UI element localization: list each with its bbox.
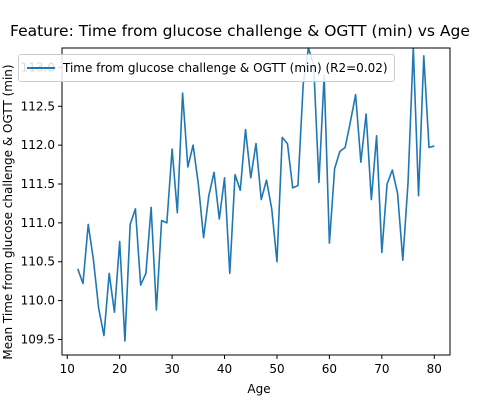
x-tick-label: 50 bbox=[269, 362, 284, 376]
x-axis-label: Age bbox=[247, 382, 271, 396]
legend-entry-label: Time from glucose challenge & OGTT (min)… bbox=[63, 61, 388, 75]
x-tick-label: 10 bbox=[60, 362, 75, 376]
y-axis-label: Mean Time from glucose challenge & OGTT … bbox=[1, 64, 15, 360]
legend: Time from glucose challenge & OGTT (min)… bbox=[18, 54, 395, 82]
x-tick-label: 60 bbox=[322, 362, 337, 376]
chart-title: Feature: Time from glucose challenge & O… bbox=[10, 22, 470, 40]
x-axis-ticks: 10 20 30 40 50 60 70 80 bbox=[60, 355, 442, 376]
x-tick-label: 80 bbox=[427, 362, 442, 376]
x-tick-label: 40 bbox=[217, 362, 232, 376]
plot-area bbox=[62, 48, 450, 355]
plot-frame bbox=[61, 47, 451, 356]
y-tick-label: 109.5 bbox=[21, 332, 55, 346]
series-layer bbox=[76, 47, 435, 342]
y-tick-label: 111.5 bbox=[21, 177, 55, 191]
x-tick-label: 30 bbox=[164, 362, 179, 376]
series-line bbox=[76, 47, 435, 342]
y-tick-label: 112.0 bbox=[21, 138, 55, 152]
y-tick-label: 110.0 bbox=[21, 294, 55, 308]
y-tick-label: 112.5 bbox=[21, 99, 55, 113]
x-tick-label: 20 bbox=[112, 362, 127, 376]
legend-line-swatch bbox=[27, 67, 55, 69]
x-tick-label: 70 bbox=[374, 362, 389, 376]
y-tick-label: 110.5 bbox=[21, 255, 55, 269]
y-tick-label: 111.0 bbox=[21, 216, 55, 230]
